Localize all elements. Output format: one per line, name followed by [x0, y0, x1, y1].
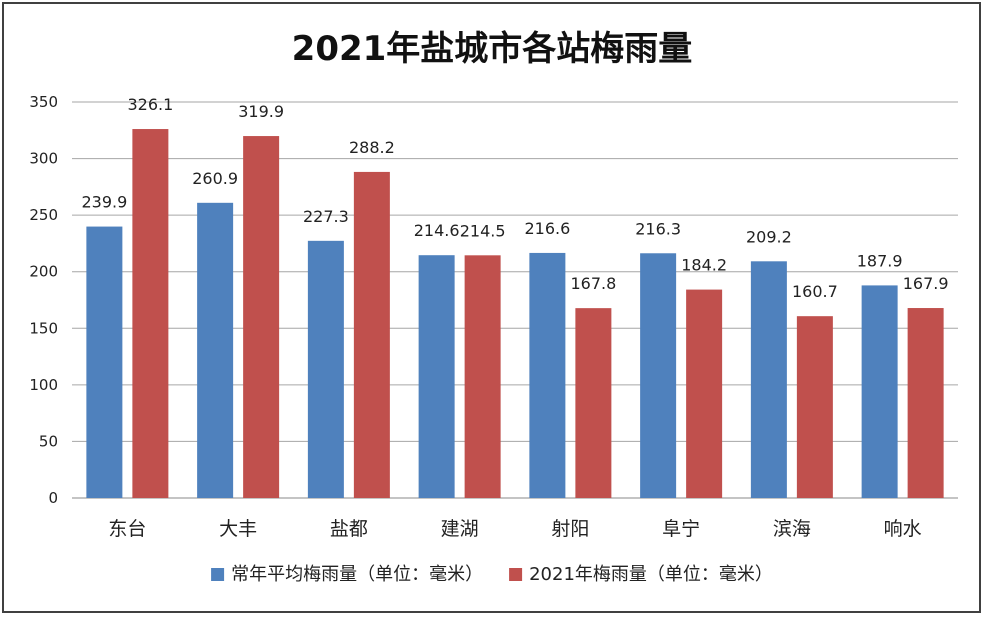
data-label: 216.6: [524, 219, 570, 238]
x-category-label: 大丰: [219, 518, 257, 540]
bar-normal: [640, 253, 677, 498]
y-tick-label: 100: [29, 376, 58, 394]
bar-normal: [307, 240, 344, 498]
bar-y2021: [796, 316, 833, 498]
bar-y2021: [243, 136, 280, 498]
legend: 常年平均梅雨量（单位：毫米） 2021年梅雨量（单位：毫米）: [211, 564, 773, 585]
y-tick-label: 150: [29, 319, 58, 337]
x-category-label: 建湖: [441, 518, 479, 540]
y-tick-label: 300: [29, 150, 58, 168]
bar-normal: [750, 261, 787, 498]
x-category-label: 阜宁: [662, 518, 700, 540]
legend-label: 2021年梅雨量（单位：毫米）: [529, 564, 773, 585]
bars: [86, 129, 944, 498]
bar-normal: [86, 226, 123, 498]
y-tick-label: 250: [29, 206, 58, 224]
data-label: 167.9: [903, 274, 949, 293]
y-tick-label: 350: [29, 93, 58, 111]
data-label: 214.6: [414, 221, 460, 240]
bar-y2021: [464, 255, 501, 498]
legend-item: 2021年梅雨量（单位：毫米）: [509, 564, 773, 585]
x-axis-categories: 东台 大丰 盐都 建湖 射阳 阜宁 滨海 响水: [108, 518, 921, 540]
data-label: 187.9: [857, 251, 903, 270]
data-label: 167.8: [570, 274, 616, 293]
y-tick-label: 200: [29, 263, 58, 281]
data-label: 184.2: [681, 256, 727, 275]
data-label: 288.2: [349, 138, 395, 157]
bar-y2021: [132, 129, 169, 498]
data-label: 260.9: [192, 169, 238, 188]
chart-title: 2021年盐城市各站梅雨量: [292, 29, 693, 69]
legend-item: 常年平均梅雨量（单位：毫米）: [211, 564, 483, 585]
y-tick-label: 50: [39, 432, 58, 450]
bar-normal: [861, 285, 898, 498]
bar-normal: [197, 202, 234, 498]
data-label: 160.7: [792, 282, 838, 301]
y-axis-ticks: 0 50 100 150 200 250 300 350: [29, 93, 58, 507]
x-category-label: 东台: [108, 518, 146, 540]
data-labels: 239.9 326.1 260.9 319.9 227.3 288.2 214.6 214.5…: [81, 95, 948, 301]
x-category-label: 滨海: [773, 518, 811, 540]
bar-normal: [418, 255, 455, 498]
legend-swatch: [509, 568, 523, 581]
bar-y2021: [907, 308, 944, 498]
x-category-label: 盐都: [330, 518, 368, 540]
x-category-label: 响水: [884, 518, 922, 540]
data-label: 319.9: [238, 102, 284, 121]
legend-label: 常年平均梅雨量（单位：毫米）: [231, 564, 483, 585]
data-label: 214.5: [460, 221, 506, 240]
data-label: 216.3: [635, 219, 681, 238]
bar-normal: [529, 252, 566, 498]
data-label: 326.1: [127, 95, 173, 114]
data-label: 227.3: [303, 207, 349, 226]
legend-swatch: [211, 568, 225, 581]
x-category-label: 射阳: [551, 518, 589, 540]
bar-y2021: [575, 308, 612, 498]
data-label: 239.9: [81, 193, 127, 212]
bar-y2021: [353, 171, 390, 498]
bar-y2021: [686, 289, 723, 498]
data-label: 209.2: [746, 227, 792, 246]
y-tick-label: 0: [48, 489, 58, 507]
